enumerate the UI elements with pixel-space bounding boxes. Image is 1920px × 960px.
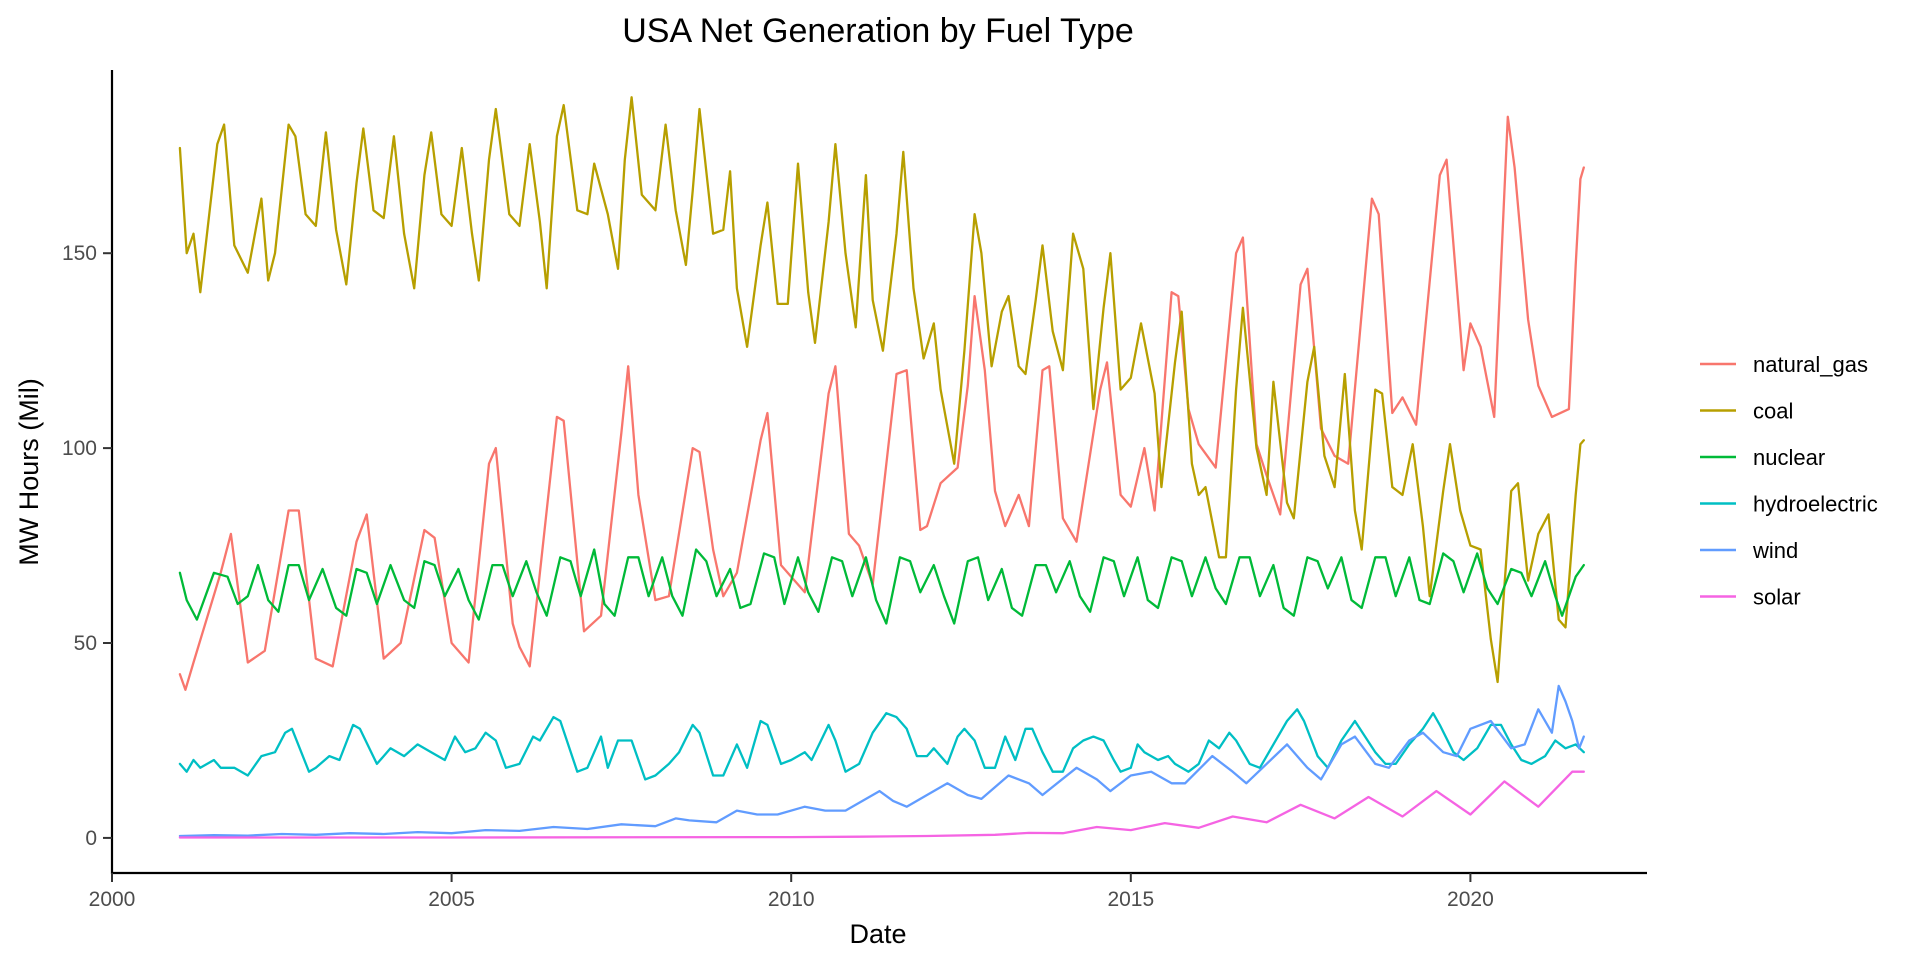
legend-label: solar	[1753, 585, 1801, 610]
legend-item-wind: wind	[1700, 538, 1798, 563]
legend-label: hydroelectric	[1753, 492, 1878, 517]
legend-item-nuclear: nuclear	[1700, 445, 1825, 470]
series-line-nuclear	[178, 548, 1585, 625]
x-tick-label: 2010	[768, 888, 815, 911]
x-tick-label: 2005	[428, 888, 475, 911]
y-axis-ticks: 0 50 100 150	[62, 242, 112, 850]
x-axis-ticks: 2000 2005 2010 2015 2020	[89, 873, 1494, 911]
chart-title: USA Net Generation by Fuel Type	[622, 12, 1134, 50]
x-tick-label: 2015	[1107, 888, 1154, 911]
legend-label: coal	[1753, 399, 1793, 424]
y-tick-label: 150	[62, 242, 97, 265]
series-line-solar	[178, 770, 1585, 839]
series-line-wind	[178, 684, 1585, 838]
x-tick-label: 2020	[1447, 888, 1494, 911]
series-line-natural-gas	[178, 115, 1585, 691]
x-axis-title: Date	[849, 919, 906, 949]
legend-label: wind	[1752, 538, 1798, 563]
y-tick-label: 0	[85, 827, 97, 850]
legend-item-hydroelectric: hydroelectric	[1700, 492, 1878, 517]
plot-area	[178, 96, 1585, 839]
x-tick-label: 2000	[89, 888, 136, 911]
y-axis-title: MW Hours (Mil)	[14, 378, 44, 565]
legend-item-coal: coal	[1700, 399, 1793, 424]
legend-item-natural-gas: natural_gas	[1700, 352, 1868, 377]
y-tick-label: 50	[74, 632, 97, 655]
y-tick-label: 100	[62, 437, 97, 460]
legend-label: nuclear	[1753, 445, 1825, 470]
series-line-coal	[178, 96, 1585, 684]
series-line-hydroelectric	[178, 708, 1585, 781]
legend-item-solar: solar	[1700, 585, 1801, 610]
legend-label: natural_gas	[1753, 352, 1868, 377]
